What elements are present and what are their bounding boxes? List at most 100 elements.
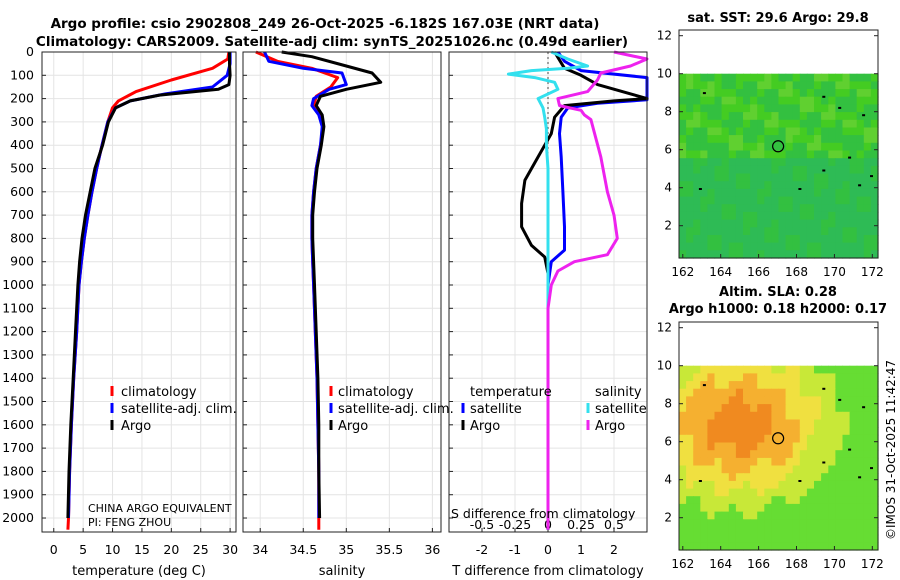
map-cell: [771, 527, 780, 536]
map-cell: [842, 135, 851, 144]
map-cell: [778, 450, 787, 459]
map-cell: [686, 96, 694, 105]
map-cell: [856, 373, 865, 382]
map-cell: [799, 158, 808, 167]
map-cell: [707, 373, 716, 382]
map-cell: [870, 434, 879, 444]
map-cell: [750, 381, 758, 390]
map-cell: [814, 165, 822, 175]
map-cell: [728, 150, 737, 159]
map-cell: [764, 511, 772, 520]
map-cell: [700, 235, 708, 244]
map-cell: [792, 158, 801, 167]
map-cell: [835, 227, 844, 236]
map-cell: [757, 104, 765, 113]
map-cell: [814, 388, 822, 397]
map-cell: [835, 173, 844, 182]
map-cell: [799, 496, 808, 505]
map-cell: [721, 527, 730, 536]
map-cell: [828, 396, 836, 405]
map-cell: [714, 442, 723, 451]
map-cell: [778, 473, 787, 482]
map-cell: [856, 188, 865, 198]
map-cell: [728, 127, 737, 136]
map-cell: [735, 473, 744, 482]
map-cell: [771, 396, 780, 405]
map-cell: [764, 381, 772, 390]
map-cell: [771, 142, 780, 152]
map-cell: [693, 542, 701, 551]
map-cell: [771, 188, 780, 198]
map-cell: [700, 419, 708, 428]
map-cell: [870, 365, 879, 374]
map-cell: [835, 473, 844, 482]
map-cell: [849, 127, 858, 136]
map-cell: [821, 381, 829, 390]
map-cell: [806, 81, 815, 90]
map-cell: [835, 527, 844, 536]
difference-legend: temperature satellite Argo salinity sate…: [461, 385, 647, 434]
profile-location-marker: [772, 432, 785, 445]
s-tick-label: 0.5: [604, 517, 624, 532]
map-cell: [778, 519, 787, 528]
map-cell: [821, 450, 829, 459]
map-cell: [728, 488, 737, 497]
map-cell: [764, 158, 772, 167]
map-cell: [757, 188, 765, 198]
sla-map-title-line1: Altim. SLA: 0.28: [719, 285, 837, 300]
map-cell: [728, 396, 737, 405]
map-cell: [728, 250, 737, 259]
map-cell: [792, 388, 801, 397]
map-cell: [721, 211, 730, 221]
map-cell: [870, 427, 879, 436]
map-cell: [814, 142, 822, 152]
map-cell: [828, 365, 836, 374]
map-cell: [863, 165, 872, 175]
map-cell: [743, 511, 751, 520]
map-cell: [828, 142, 836, 152]
map-cell: [870, 196, 879, 205]
map-cell: [821, 511, 829, 520]
map-cell: [785, 473, 794, 482]
map-cell: [785, 450, 794, 459]
map-cell: [842, 457, 851, 467]
map-cell: [835, 457, 844, 467]
map-cell: [806, 150, 815, 159]
map-cell: [693, 242, 701, 251]
map-cell: [856, 396, 865, 405]
map-cell: [714, 388, 723, 397]
map-cell: [856, 135, 865, 144]
map-cell: [757, 396, 765, 405]
legend-satellite-label: satellite-adj. clim.: [121, 402, 237, 417]
map-cell: [828, 542, 836, 551]
map-cell: [750, 511, 758, 520]
map-cell: [700, 450, 708, 459]
map-cell: [792, 427, 801, 436]
map-cell: [714, 480, 723, 490]
map-cell: [771, 89, 780, 98]
map-cell: [693, 112, 701, 121]
map-cell: [799, 227, 808, 236]
map-cell: [778, 89, 787, 98]
map-y-tick-label: 6: [664, 143, 672, 157]
x-tick-label: 15: [134, 542, 150, 557]
map-cell: [693, 135, 701, 144]
map-cell: [842, 242, 851, 251]
map-cell: [863, 503, 872, 513]
map-cell: [693, 442, 701, 451]
x-tick-label: 1: [577, 542, 585, 557]
map-cell: [863, 488, 872, 497]
map-cell: [735, 388, 744, 397]
map-cell: [785, 534, 794, 543]
map-cell: [743, 411, 751, 421]
map-cell: [863, 211, 872, 221]
map-cell: [842, 365, 851, 374]
map-cell: [686, 503, 694, 513]
map-cell: [856, 81, 865, 90]
map-x-tick-label: 170: [823, 265, 846, 279]
depth-tick-label: 500: [10, 161, 34, 176]
map-cell: [821, 503, 829, 513]
map-y-tick-label: 2: [664, 219, 672, 233]
map-cell: [821, 73, 829, 82]
